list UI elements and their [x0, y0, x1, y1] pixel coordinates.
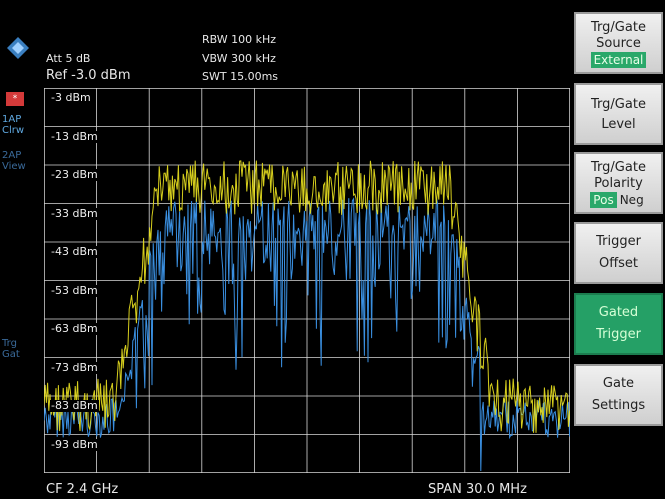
level-label: -53 dBm: [50, 283, 99, 297]
softkey-trigger-offset[interactable]: Trigger Offset: [574, 222, 663, 284]
softkey-label: Polarity: [594, 176, 643, 191]
softkey-trg-gate-source[interactable]: Trg/Gate Source External: [574, 12, 663, 74]
rbw-readout: RBW 100 kHz: [202, 33, 277, 46]
softkey-label: Trigger: [596, 234, 641, 249]
level-label: -13 dBm: [50, 129, 99, 143]
rohde-schwarz-logo-icon: [7, 37, 29, 59]
softkey-label: Trg/Gate: [591, 20, 646, 35]
polarity-option-neg: Neg: [619, 193, 644, 207]
trace-2-blue: [44, 197, 570, 472]
softkey-gated-trigger[interactable]: Gated Trigger: [574, 293, 663, 355]
reference-level-readout: Ref -3.0 dBm: [46, 68, 131, 83]
spectrum-plot[interactable]: [44, 88, 570, 473]
level-label: -43 dBm: [50, 245, 99, 258]
softkey-label: Trg/Gate: [591, 97, 646, 112]
swt-readout: SWT 15.00ms: [202, 70, 279, 83]
softkey-label: Source: [596, 36, 641, 51]
level-label: -93 dBm: [50, 437, 99, 451]
polarity-option-pos: Pos: [590, 192, 617, 208]
trace-1-yellow: [44, 160, 570, 433]
center-frequency: CF 2.4 GHz: [46, 482, 119, 497]
trace-mode-label: 1AP Clrw: [2, 114, 25, 136]
softkey-label: Level: [601, 117, 636, 132]
trigger-gate-label: Trg Gat: [2, 338, 20, 360]
softkey-label: Trg/Gate: [591, 160, 646, 175]
attenuation-readout: Att 5 dB: [46, 52, 91, 65]
softkey-label: Settings: [591, 398, 646, 413]
level-label: -83 dBm: [50, 399, 99, 412]
softkey-label: Offset: [598, 256, 639, 271]
softkey-label: Gated: [598, 305, 639, 320]
source-option-external: External: [590, 52, 647, 68]
softkey-trg-gate-polarity[interactable]: Trg/Gate Polarity Pos Neg: [574, 152, 663, 214]
view-mode-label: 2AP View: [2, 150, 26, 172]
level-label: -33 dBm: [50, 206, 99, 220]
level-label: -3 dBm: [50, 91, 92, 104]
softkey-gate-settings[interactable]: Gate Settings: [574, 364, 663, 426]
trace-marker-tag: *: [6, 92, 24, 106]
level-label: -73 dBm: [50, 360, 99, 374]
softkey-label: Gate: [602, 376, 635, 391]
level-label: -63 dBm: [50, 322, 99, 335]
vbw-readout: VBW 300 kHz: [202, 52, 276, 65]
softkey-trg-gate-level[interactable]: Trg/Gate Level: [574, 83, 663, 145]
level-label: -23 dBm: [50, 168, 99, 181]
span-readout: SPAN 30.0 MHz: [428, 482, 527, 497]
softkey-label: Trigger: [596, 327, 641, 342]
